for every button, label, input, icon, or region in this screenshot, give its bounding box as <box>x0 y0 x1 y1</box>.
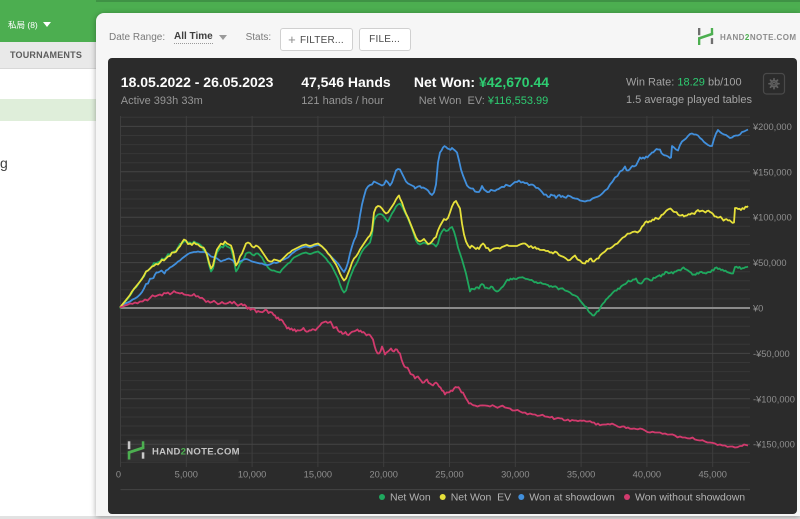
svg-text:¥0: ¥0 <box>752 303 763 313</box>
svg-text:15,000: 15,000 <box>304 469 332 479</box>
svg-text:30,000: 30,000 <box>501 469 529 479</box>
svg-text:0: 0 <box>116 469 121 479</box>
svg-text:¥100,000: ¥100,000 <box>752 212 792 222</box>
svg-text:Active 393h 33m: Active 393h 33m <box>121 95 203 107</box>
svg-text:25,000: 25,000 <box>435 469 463 479</box>
svg-text:¥200,000: ¥200,000 <box>752 121 792 131</box>
svg-text:40,000: 40,000 <box>633 469 661 479</box>
svg-text:1.5 average played tables: 1.5 average played tables <box>626 94 752 106</box>
svg-text:Won without showdown: Won without showdown <box>635 491 745 503</box>
svg-text:121 hands / hour: 121 hands / hour <box>301 95 384 107</box>
svg-text:-¥100,000: -¥100,000 <box>753 394 795 404</box>
svg-text:35,000: 35,000 <box>567 469 595 479</box>
svg-text:¥150,000: ¥150,000 <box>752 167 792 177</box>
svg-text:-¥50,000: -¥50,000 <box>753 348 790 358</box>
svg-text:HAND2NOTE.COM: HAND2NOTE.COM <box>152 446 240 457</box>
svg-text:10,000: 10,000 <box>238 469 266 479</box>
svg-text:Win Rate: 18.29 bb/100: Win Rate: 18.29 bb/100 <box>626 76 742 88</box>
svg-text:5,000: 5,000 <box>175 469 198 479</box>
svg-text:Won at showdown: Won at showdown <box>529 491 615 503</box>
svg-text:¥50,000: ¥50,000 <box>752 258 787 268</box>
svg-text:20,000: 20,000 <box>369 469 397 479</box>
svg-text:Net Won: ¥42,670.44: Net Won: ¥42,670.44 <box>414 74 549 90</box>
svg-text:18.05.2022 - 26.05.2023: 18.05.2022 - 26.05.2023 <box>121 74 274 90</box>
svg-text:Net Won: Net Won <box>390 491 431 503</box>
svg-text:-¥150,000: -¥150,000 <box>753 439 795 449</box>
svg-text:Net Won EV: ¥116,553.99: Net Won EV: ¥116,553.99 <box>419 95 548 107</box>
svg-text:Net Won EV: Net Won EV <box>451 491 512 503</box>
svg-text:45,000: 45,000 <box>698 469 726 479</box>
svg-text:47,546 Hands: 47,546 Hands <box>301 74 391 90</box>
